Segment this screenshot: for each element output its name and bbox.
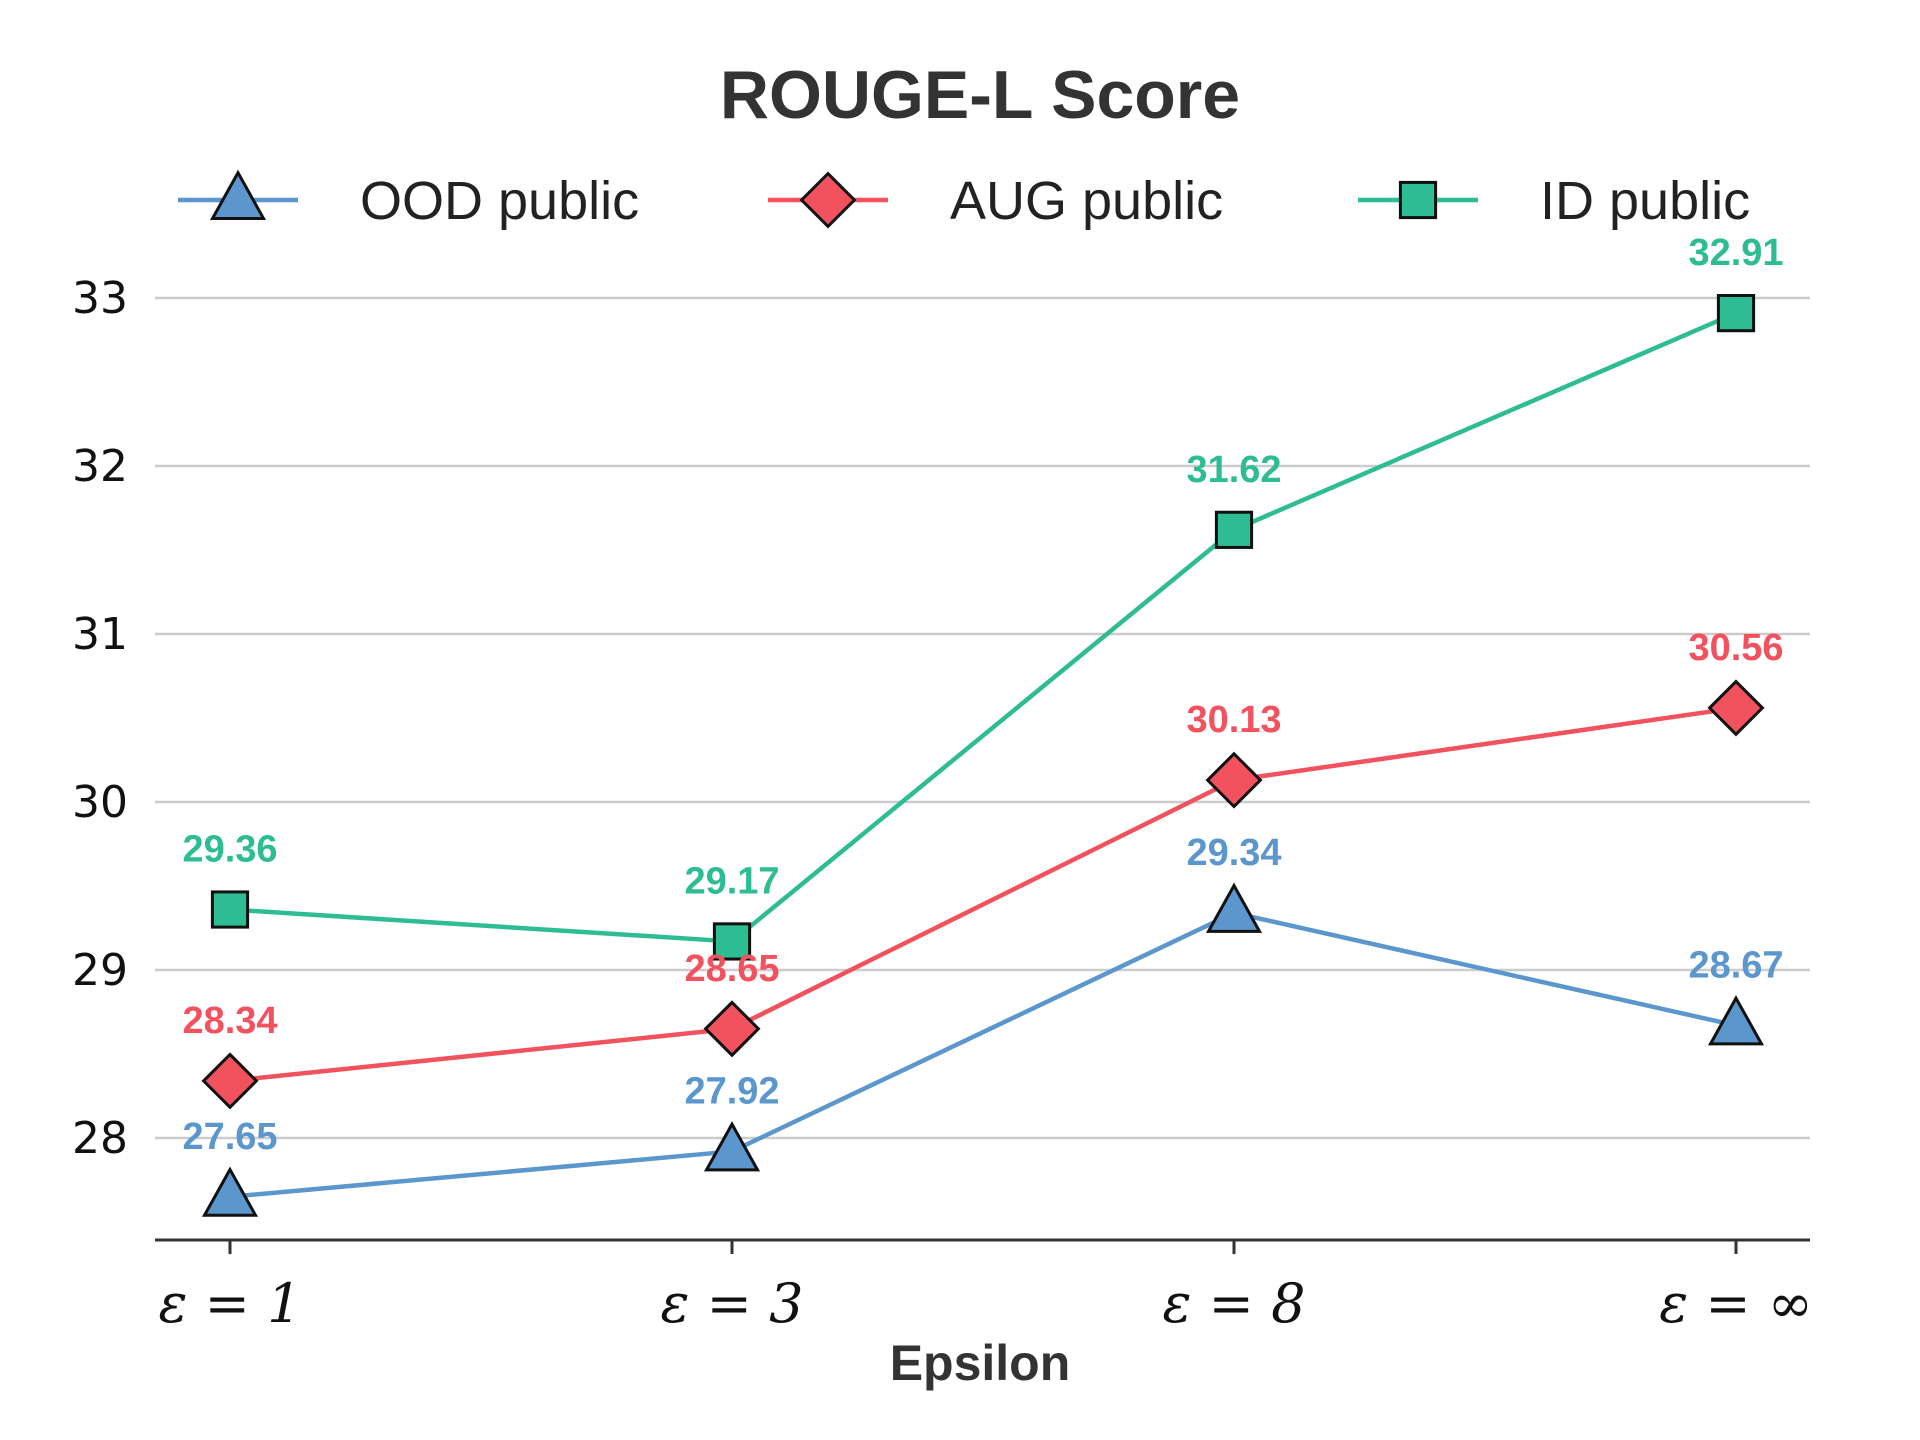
legend-label: ID public [1540, 171, 1750, 231]
y-tick-label: 28 [72, 1113, 128, 1164]
data-point-marker [712, 922, 752, 961]
data-point-marker [1205, 751, 1263, 809]
x-tick-label: ε = 8 [1163, 1272, 1306, 1335]
x-axis-label: Epsilon [890, 1335, 1071, 1391]
x-tick-label: ε = ∞ [1659, 1272, 1813, 1335]
data-label: 28.67 [1688, 944, 1783, 986]
legend-marker [799, 171, 857, 229]
data-label: 29.36 [182, 829, 277, 871]
series-layer [201, 294, 1765, 1217]
y-tick-label: 32 [72, 441, 128, 492]
data-point-marker [1214, 510, 1254, 549]
series-aug-public [201, 679, 1765, 1110]
series-line [229, 311, 1737, 944]
data-label-layer: 27.65 27.92 29.34 28.67 28.34 28.65 30.13 30.56… [182, 232, 1783, 1158]
y-tick-label: 30 [72, 777, 128, 828]
grid-layer [155, 296, 1810, 1140]
data-point-marker [1716, 294, 1756, 333]
data-label: 30.56 [1688, 627, 1783, 669]
data-label: 27.92 [684, 1070, 779, 1112]
data-label: 30.13 [1186, 699, 1281, 741]
legend-item: OOD public [178, 169, 639, 231]
legend-item: ID public [1358, 171, 1750, 231]
series-line [229, 910, 1737, 1200]
x-tick-label: ε = 1 [159, 1272, 302, 1335]
x-tick-label: ε = 3 [661, 1272, 804, 1335]
data-point-marker [703, 1000, 761, 1058]
data-point-marker [210, 890, 250, 929]
series-ood-public [201, 882, 1765, 1217]
data-label: 29.17 [684, 860, 779, 902]
legend: OOD public AUG public ID public [178, 169, 1750, 231]
data-point-marker [1707, 679, 1765, 737]
data-label: 31.62 [1186, 449, 1281, 491]
data-label: 27.65 [182, 1116, 277, 1158]
y-tick-label: 29 [72, 945, 128, 996]
chart-title: ROUGE-L Score [720, 57, 1240, 133]
data-point-marker [703, 1121, 761, 1172]
y-tick-label: 31 [72, 609, 128, 660]
legend-label: OOD public [360, 171, 639, 231]
data-point-marker [201, 1052, 259, 1110]
series-line [229, 705, 1737, 1084]
data-point-marker [201, 1166, 259, 1217]
legend-label: AUG public [950, 171, 1223, 231]
legend-item: AUG public [768, 171, 1223, 231]
data-label: 28.34 [182, 1000, 277, 1042]
legend-marker [209, 169, 267, 220]
series-id-public [210, 294, 1756, 961]
data-label: 29.34 [1186, 832, 1281, 874]
y-tick-label: 33 [72, 273, 128, 324]
data-label: 32.91 [1688, 232, 1783, 274]
data-point-marker [1707, 995, 1765, 1046]
axis-layer: 28 29 30 31 32 33 ε = 1 ε = 3 ε = 8 ε = ∞ [72, 273, 1813, 1335]
legend-marker [1398, 180, 1438, 220]
data-point-marker [1205, 882, 1263, 933]
data-label: 28.65 [684, 948, 779, 990]
